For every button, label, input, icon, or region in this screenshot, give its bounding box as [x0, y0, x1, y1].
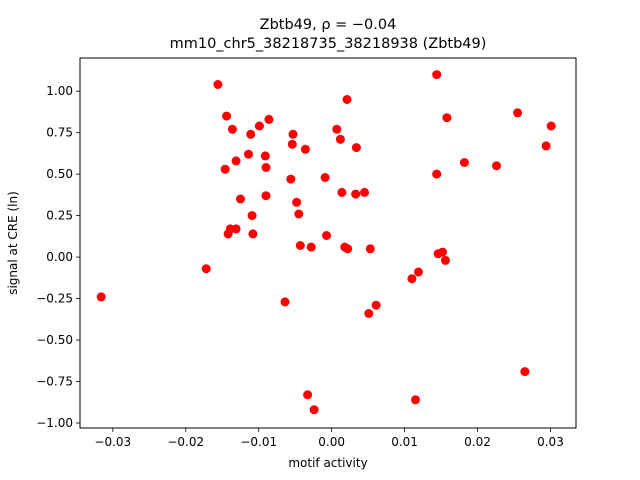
data-point-15: [254, 121, 264, 131]
data-point-43: [365, 244, 375, 254]
y-tick-label: 0.00: [46, 250, 73, 264]
y-tick-label: −0.25: [36, 292, 73, 306]
plot-frame: [79, 57, 577, 429]
data-point-56: [513, 108, 523, 118]
data-point-14: [248, 229, 258, 239]
data-point-0: [96, 292, 106, 302]
data-points: [96, 70, 556, 415]
data-point-59: [546, 121, 556, 131]
data-point-37: [342, 95, 352, 104]
x-tick-label: −0.01: [240, 435, 277, 449]
data-point-21: [286, 174, 296, 184]
data-point-10: [236, 194, 245, 204]
data-point-2: [213, 80, 223, 89]
y-axis-ticks: −1.00 −0.75 −0.50 −0.25 0.00 0.25 0.50 0.75 1.00: [36, 84, 80, 430]
data-point-31: [320, 173, 330, 182]
y-tick-label: −0.75: [36, 375, 73, 389]
data-point-26: [295, 241, 305, 250]
x-tick-label: 0.01: [391, 435, 418, 449]
x-tick-label: 0.03: [537, 435, 564, 449]
data-point-55: [492, 161, 501, 171]
x-axis-label: motif activity: [288, 456, 367, 470]
data-point-38: [343, 244, 353, 254]
data-point-9: [231, 224, 241, 234]
data-point-19: [264, 114, 274, 124]
data-point-48: [432, 70, 442, 80]
y-tick-label: 0.75: [46, 126, 73, 140]
y-tick-label: −0.50: [36, 333, 73, 347]
data-point-49: [432, 169, 442, 179]
data-point-30: [309, 405, 319, 415]
data-point-20: [280, 297, 290, 307]
data-point-17: [261, 163, 271, 172]
data-point-45: [407, 274, 417, 284]
data-point-47: [413, 267, 423, 277]
data-point-25: [294, 209, 304, 219]
data-point-24: [292, 197, 302, 207]
data-point-32: [322, 231, 331, 240]
data-point-46: [411, 395, 420, 405]
x-axis-ticks: −0.03 −0.02 −0.01 0.00 0.01 0.02 0.03: [94, 428, 564, 449]
y-tick-label: 0.50: [46, 167, 73, 181]
data-point-11: [244, 149, 253, 159]
data-point-1: [201, 264, 211, 274]
data-point-18: [261, 191, 271, 201]
data-point-44: [371, 300, 381, 310]
x-tick-label: −0.02: [167, 435, 204, 449]
data-point-51: [438, 247, 447, 257]
data-point-57: [520, 367, 530, 377]
data-point-7: [227, 124, 237, 134]
data-point-28: [303, 390, 313, 400]
data-point-23: [288, 129, 298, 139]
data-point-4: [222, 111, 232, 121]
data-point-39: [351, 189, 361, 199]
data-point-53: [442, 113, 452, 123]
data-point-34: [335, 134, 345, 144]
y-tick-label: −1.00: [36, 416, 73, 430]
data-point-41: [360, 187, 369, 197]
data-point-58: [541, 141, 551, 151]
y-tick-label: 1.00: [46, 84, 73, 98]
data-point-13: [247, 211, 257, 221]
y-axis-label: signal at CRE (ln): [6, 191, 20, 295]
data-point-33: [332, 124, 342, 134]
data-point-8: [231, 156, 241, 166]
chart-title: Zbtb49, ρ = −0.04: [260, 17, 397, 33]
data-point-16: [260, 151, 270, 161]
data-point-42: [364, 309, 374, 318]
data-point-40: [351, 143, 361, 153]
data-point-27: [300, 144, 310, 154]
y-tick-label: 0.25: [46, 209, 73, 223]
plot-area: [80, 58, 576, 428]
data-point-35: [337, 187, 347, 197]
data-point-3: [220, 164, 230, 174]
data-point-52: [440, 255, 450, 265]
chart-subtitle: mm10_chr5_38218735_38218938 (Zbtb49): [170, 36, 487, 52]
x-tick-label: 0.00: [318, 435, 345, 449]
data-point-29: [306, 242, 316, 252]
x-tick-label: 0.02: [464, 435, 491, 449]
data-point-54: [459, 158, 469, 167]
x-tick-label: −0.03: [94, 435, 131, 449]
data-point-12: [246, 129, 256, 139]
data-point-22: [287, 139, 297, 149]
